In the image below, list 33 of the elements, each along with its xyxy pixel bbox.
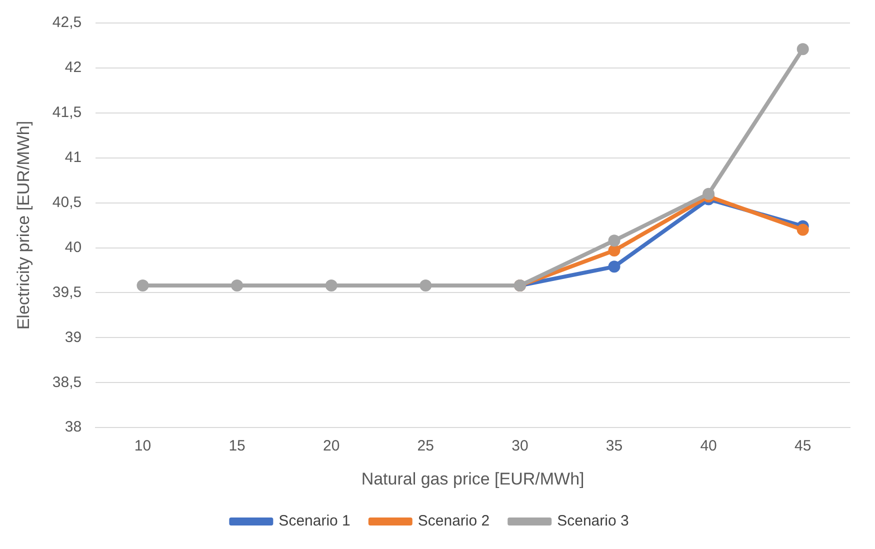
point: [702, 188, 715, 200]
y-tick-label: 39: [64, 328, 82, 346]
x-axis-title: Natural gas price [EUR/MWh]: [361, 469, 584, 488]
point: [231, 280, 244, 292]
x-tick-label: 30: [512, 438, 528, 455]
point: [796, 43, 809, 56]
point: [608, 260, 620, 273]
x-tick-label: 45: [794, 438, 812, 455]
y-tick-label: 41: [64, 149, 82, 166]
point: [420, 280, 432, 292]
x-tick-label: 40: [700, 438, 717, 455]
x-tick-label: 20: [323, 438, 340, 455]
y-tick-label: 42: [64, 59, 82, 76]
y-tick-label: 41,5: [52, 104, 82, 122]
y-axis-title: Electricity price [EUR/MWh]: [14, 120, 33, 330]
x-tick-label: 25: [417, 438, 434, 455]
legend-label: Scenario 1: [278, 512, 350, 530]
point: [325, 280, 338, 292]
y-tick-label: 39,5: [52, 284, 82, 301]
x-tick-label: 15: [228, 438, 246, 455]
y-tick-label: 40: [64, 238, 82, 256]
x-tick-label: 35: [606, 438, 623, 455]
point: [796, 224, 809, 236]
point: [608, 244, 620, 256]
legend-label: Scenario 3: [557, 512, 629, 530]
y-tick-label: 40,5: [52, 194, 82, 211]
legend-label: Scenario 2: [418, 512, 490, 530]
y-tick-label: 38: [64, 418, 82, 436]
x-tick-label: 10: [134, 438, 152, 455]
y-tick-label: 38,5: [52, 374, 82, 391]
point: [136, 280, 149, 292]
y-tick-label: 42,5: [52, 14, 82, 32]
point: [608, 234, 620, 247]
